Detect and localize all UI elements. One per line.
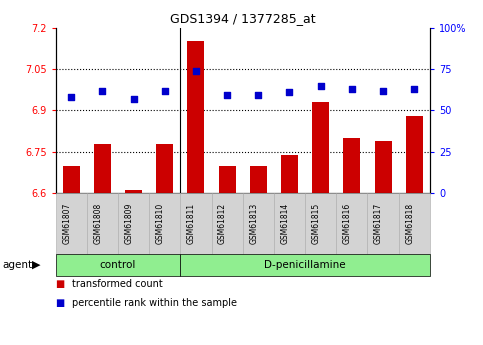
Point (379, 88, 387, 93)
Bar (63, 166, 80, 193)
Point (67, 95, 75, 100)
Text: GSM61812: GSM61812 (218, 203, 227, 244)
Text: GSM61814: GSM61814 (281, 203, 289, 244)
Text: GSM61809: GSM61809 (125, 203, 133, 244)
Text: GSM61813: GSM61813 (249, 203, 258, 244)
Point (317, 83, 325, 88)
Text: ▶: ▶ (32, 260, 41, 270)
Text: GSM61815: GSM61815 (312, 203, 321, 244)
Point (99, 88, 106, 93)
Bar (218, 166, 236, 193)
Point (129, 96, 137, 101)
Bar (250, 166, 267, 193)
Point (161, 88, 169, 93)
Point (348, 86, 356, 92)
Text: control: control (100, 260, 136, 270)
Bar (406, 116, 423, 193)
Bar (94, 144, 111, 193)
Bar (343, 138, 360, 193)
Text: GSM61817: GSM61817 (374, 203, 383, 244)
Bar (187, 41, 204, 193)
Text: GSM61807: GSM61807 (62, 203, 71, 244)
Point (223, 93, 231, 98)
Title: GDS1394 / 1377285_at: GDS1394 / 1377285_at (170, 12, 315, 25)
Text: GSM61810: GSM61810 (156, 203, 165, 244)
Text: GSM61816: GSM61816 (343, 203, 352, 244)
Text: agent: agent (2, 260, 32, 270)
Bar (156, 144, 173, 193)
Text: GSM61811: GSM61811 (187, 203, 196, 244)
Bar (374, 141, 392, 193)
Point (255, 93, 262, 98)
Bar (312, 102, 329, 193)
Bar (281, 155, 298, 193)
Bar (125, 190, 142, 193)
Point (192, 68, 200, 73)
Text: transformed count: transformed count (72, 279, 163, 289)
Point (285, 89, 293, 95)
Text: GSM61818: GSM61818 (405, 203, 414, 244)
Point (411, 86, 418, 92)
Text: ■: ■ (56, 298, 65, 308)
Text: D-penicillamine: D-penicillamine (264, 260, 346, 270)
Text: GSM61808: GSM61808 (93, 203, 102, 244)
Text: ■: ■ (56, 279, 65, 289)
Text: percentile rank within the sample: percentile rank within the sample (72, 298, 238, 308)
